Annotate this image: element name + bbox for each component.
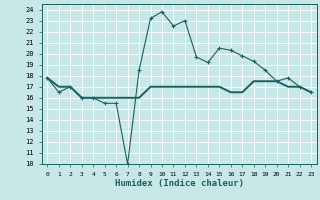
X-axis label: Humidex (Indice chaleur): Humidex (Indice chaleur) xyxy=(115,179,244,188)
